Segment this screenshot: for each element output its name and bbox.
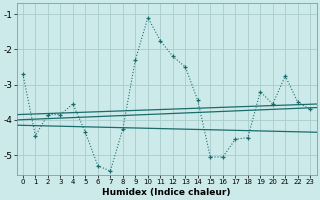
X-axis label: Humidex (Indice chaleur): Humidex (Indice chaleur) [102, 188, 231, 197]
